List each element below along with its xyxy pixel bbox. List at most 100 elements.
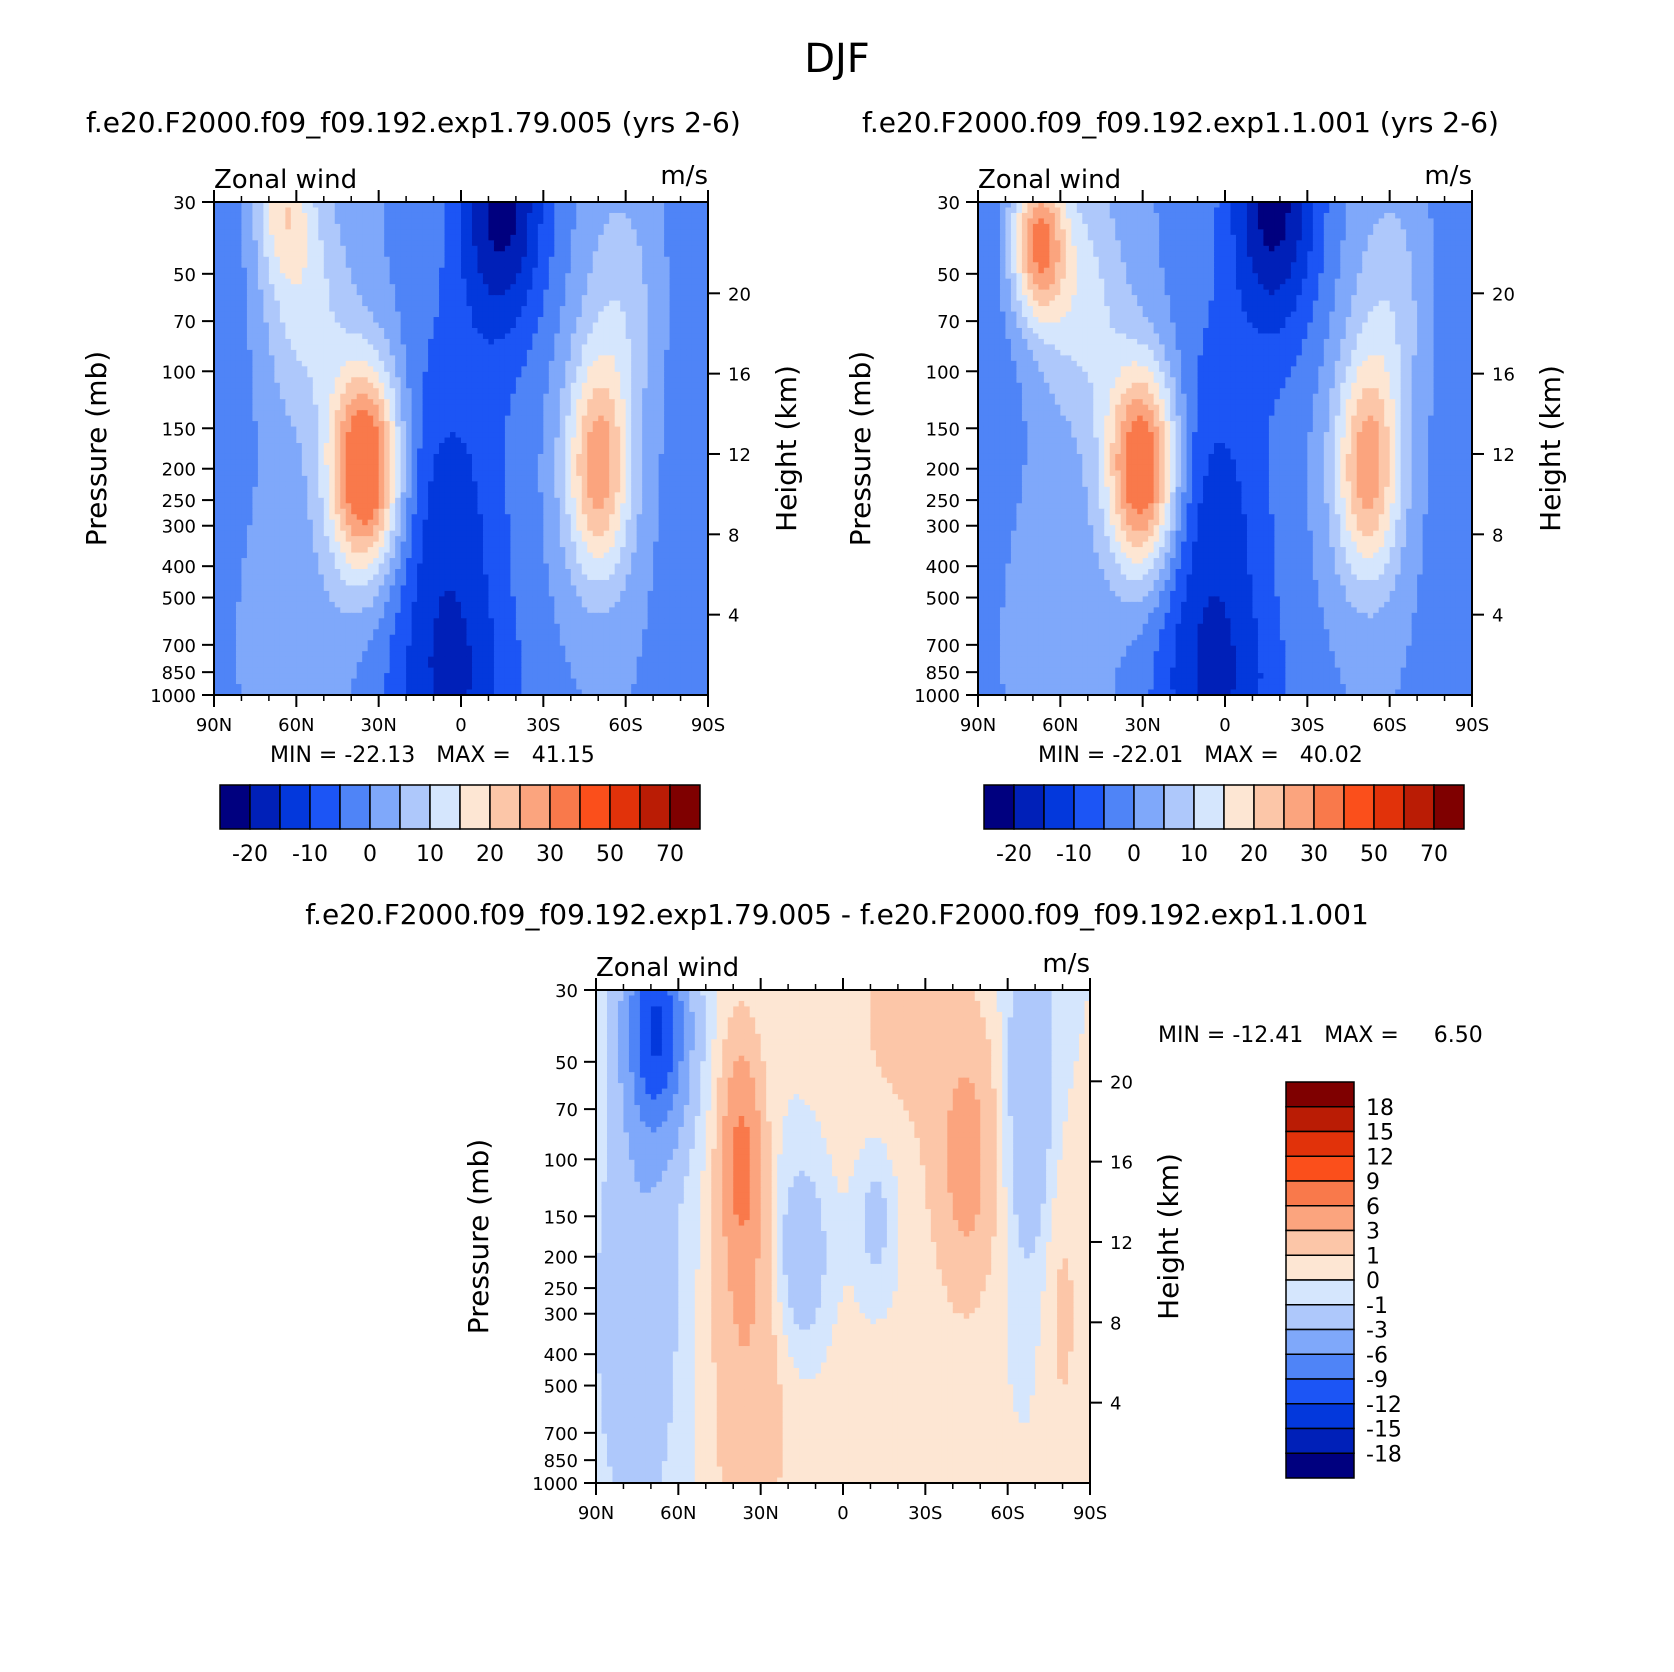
x-tick-label: 60N xyxy=(660,1503,696,1524)
colorbar-box xyxy=(1286,1379,1354,1404)
colorbar-label: 20 xyxy=(476,842,504,867)
colorbar-label: 1 xyxy=(1366,1244,1380,1269)
colorbar xyxy=(220,785,700,829)
colorbar xyxy=(984,785,1464,829)
colorbar-box xyxy=(1286,1107,1354,1132)
colorbar-box xyxy=(430,785,460,829)
left-string: Zonal wind xyxy=(978,165,1121,195)
y-tick-label: 100 xyxy=(544,1150,578,1171)
colorbar-label: -9 xyxy=(1366,1368,1388,1393)
colorbar-box xyxy=(670,785,700,829)
colorbar-label: 20 xyxy=(1240,842,1268,867)
right-string: m/s xyxy=(1042,949,1090,979)
y-axis-title: Pressure (mb) xyxy=(844,351,877,546)
y-tick-label: 300 xyxy=(926,517,960,538)
colorbar-label: 70 xyxy=(1420,842,1448,867)
y2-tick-label: 4 xyxy=(1492,606,1503,627)
y-tick-label: 1000 xyxy=(914,686,960,707)
right-string: m/s xyxy=(660,161,708,191)
plot-panel-bottom xyxy=(584,978,1354,1495)
x-tick-label: 30S xyxy=(1290,715,1324,736)
figure-canvas: 90N 60N 30N 0 30S 60S 90S305070100150200250300… xyxy=(0,0,1674,1672)
y2-tick-label: 4 xyxy=(1110,1394,1121,1415)
x-tick-label: 90S xyxy=(1073,1503,1107,1524)
y-tick-label: 200 xyxy=(162,460,196,481)
colorbar-label: 15 xyxy=(1366,1121,1394,1146)
y2-tick-label: 12 xyxy=(1110,1233,1133,1254)
colorbar-box xyxy=(520,785,550,829)
left-string: Zonal wind xyxy=(596,953,739,983)
colorbar-box xyxy=(1074,785,1104,829)
colorbar-box xyxy=(1374,785,1404,829)
colorbar-label: 12 xyxy=(1366,1145,1394,1170)
y2-tick-label: 20 xyxy=(1110,1072,1133,1093)
x-tick-label: 30S xyxy=(908,1503,942,1524)
x-tick-label: 90N xyxy=(196,715,232,736)
x-tick-label: 60S xyxy=(608,715,642,736)
colorbar-label: -18 xyxy=(1366,1442,1402,1467)
colorbar-box xyxy=(220,785,250,829)
colorbar-box xyxy=(280,785,310,829)
y-axis-title: Pressure (mb) xyxy=(80,351,113,546)
colorbar-label: -12 xyxy=(1366,1393,1402,1418)
colorbar-box xyxy=(1044,785,1074,829)
y-tick-label: 30 xyxy=(555,981,578,1002)
colorbar-box xyxy=(580,785,610,829)
colorbar-box xyxy=(1434,785,1464,829)
y-tick-label: 300 xyxy=(544,1305,578,1326)
contour-field xyxy=(214,202,709,696)
colorbar-box xyxy=(984,785,1014,829)
colorbar-label: -1 xyxy=(1366,1294,1388,1319)
y-tick-label: 150 xyxy=(926,419,960,440)
y-tick-label: 850 xyxy=(544,1451,578,1472)
contour-field xyxy=(596,990,1091,1484)
y-tick-label: 700 xyxy=(926,636,960,657)
y-tick-label: 70 xyxy=(937,312,960,333)
colorbar-box xyxy=(1286,1231,1354,1256)
y2-tick-label: 20 xyxy=(728,284,751,305)
y2-tick-label: 16 xyxy=(728,365,751,386)
y-tick-label: 150 xyxy=(162,419,196,440)
colorbar-label: 50 xyxy=(1360,842,1388,867)
x-tick-label: 30N xyxy=(742,1503,778,1524)
colorbar-box xyxy=(1286,1280,1354,1305)
colorbar-box xyxy=(310,785,340,829)
y-tick-label: 400 xyxy=(162,557,196,578)
colorbar-box xyxy=(1164,785,1194,829)
y-tick-label: 100 xyxy=(926,362,960,383)
colorbar-box xyxy=(250,785,280,829)
colorbar-label: -15 xyxy=(1366,1418,1402,1443)
colorbar-box xyxy=(340,785,370,829)
y-tick-label: 500 xyxy=(926,589,960,610)
y-tick-label: 200 xyxy=(926,460,960,481)
y2-tick-label: 16 xyxy=(1492,365,1515,386)
y-tick-label: 200 xyxy=(544,1248,578,1269)
right-string: m/s xyxy=(1424,161,1472,191)
x-tick-label: 60N xyxy=(1042,715,1078,736)
colorbar-box xyxy=(1284,785,1314,829)
colorbar-box xyxy=(1254,785,1284,829)
y2-tick-label: 4 xyxy=(728,606,739,627)
colorbar-box xyxy=(640,785,670,829)
y2-tick-label: 12 xyxy=(728,445,751,466)
y-tick-label: 850 xyxy=(926,663,960,684)
x-tick-label: 90S xyxy=(691,715,725,736)
colorbar-box xyxy=(1286,1181,1354,1206)
colorbar-label: 9 xyxy=(1366,1170,1380,1195)
y2-tick-label: 12 xyxy=(1492,445,1515,466)
y2-axis-title: Height (km) xyxy=(1534,365,1567,532)
y-tick-label: 700 xyxy=(162,636,196,657)
colorbar-label: 30 xyxy=(536,842,564,867)
colorbar xyxy=(1286,1082,1354,1478)
colorbar-box xyxy=(1286,1156,1354,1181)
colorbar-label: 0 xyxy=(1127,842,1141,867)
colorbar-box xyxy=(370,785,400,829)
y-tick-label: 250 xyxy=(926,491,960,512)
x-tick-label: 30N xyxy=(1124,715,1160,736)
y-tick-label: 1000 xyxy=(532,1474,578,1495)
y-tick-label: 250 xyxy=(162,491,196,512)
y-tick-label: 50 xyxy=(937,265,960,286)
x-tick-label: 60S xyxy=(990,1503,1024,1524)
x-tick-label: 0 xyxy=(455,715,466,736)
colorbar-box xyxy=(1014,785,1044,829)
